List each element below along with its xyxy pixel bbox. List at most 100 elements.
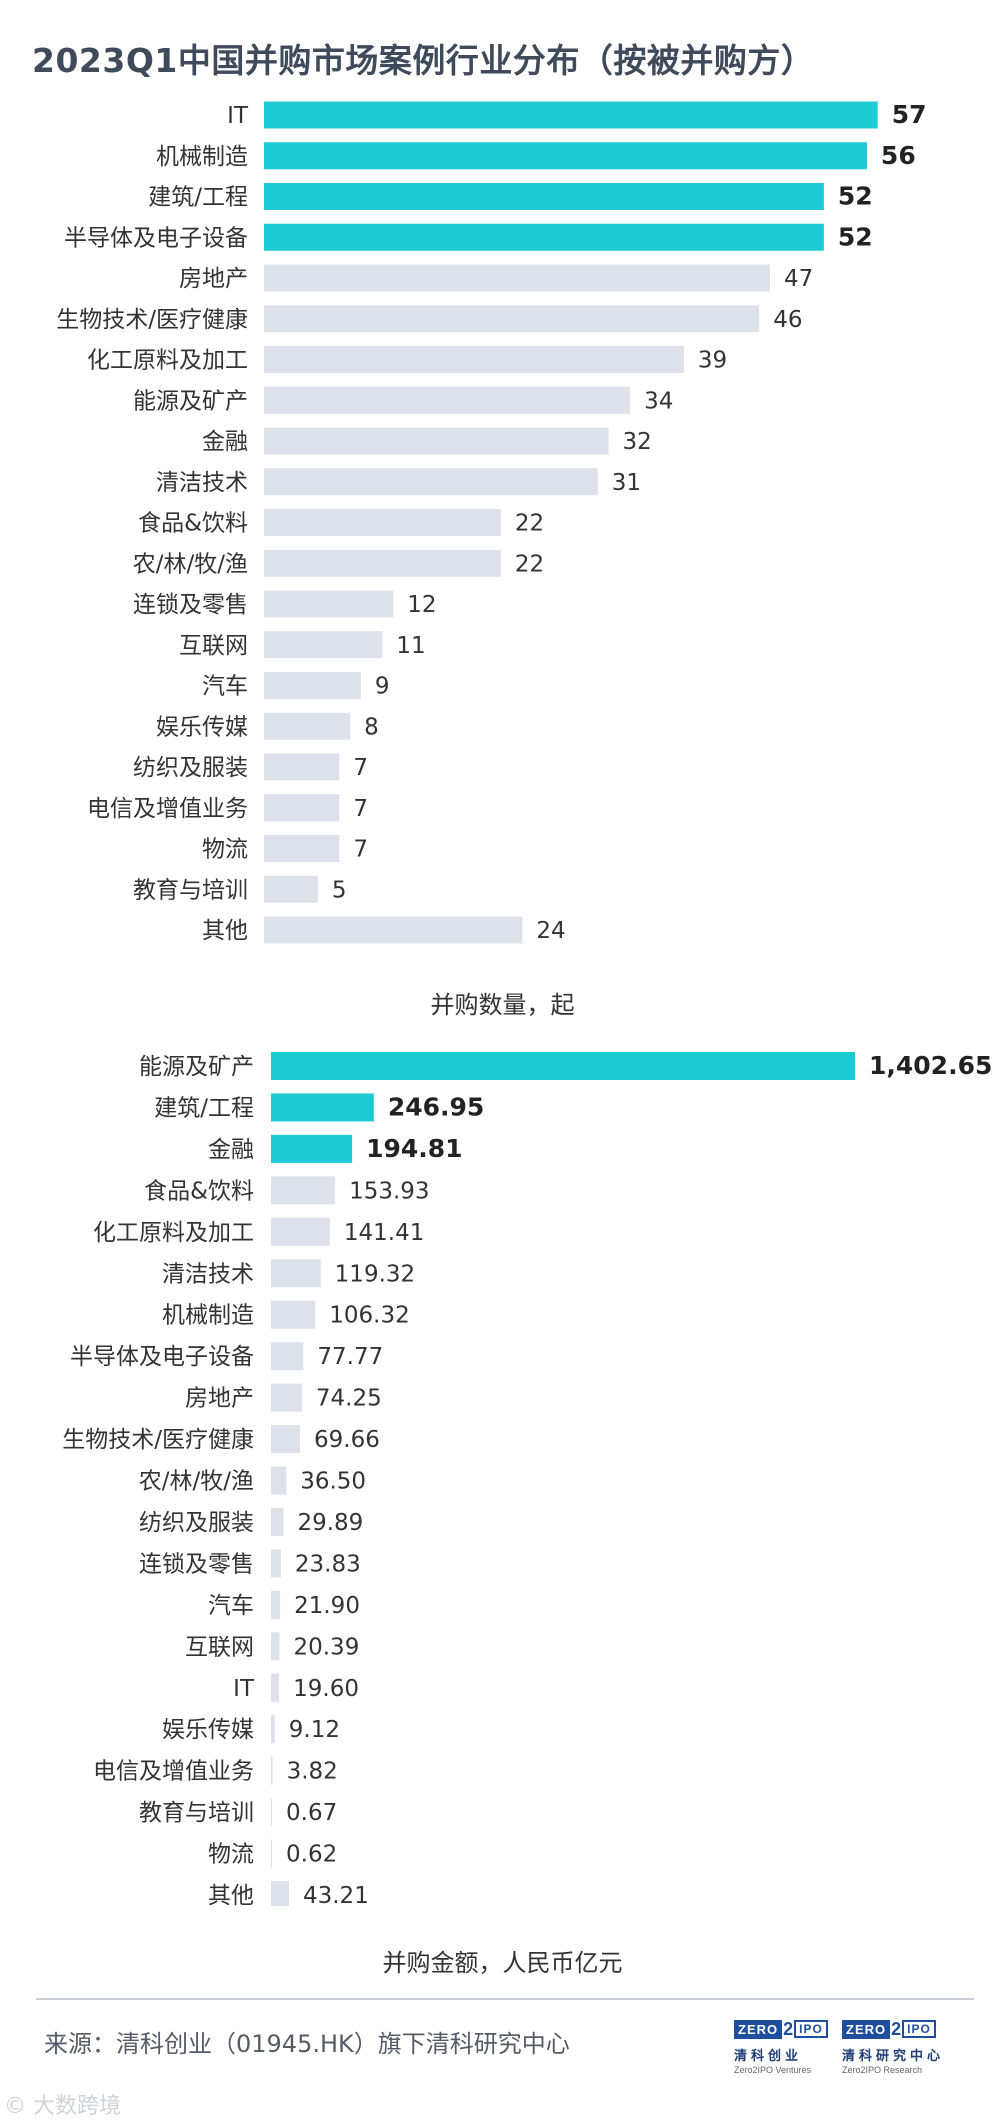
category-label: IT: [227, 103, 249, 129]
bar: [264, 549, 501, 577]
category-label: 农/林/牧/渔: [139, 1469, 254, 1495]
value-label: 47: [784, 266, 813, 292]
category-label: 娱乐传媒: [156, 714, 248, 740]
bar: [271, 1756, 273, 1785]
category-label: 物流: [208, 1842, 254, 1868]
category-label: 汽车: [208, 1593, 254, 1619]
value-label: 9: [375, 674, 390, 700]
value-label: 8: [364, 714, 379, 740]
category-label: 清洁技术: [162, 1261, 254, 1287]
bar: [271, 1715, 275, 1744]
bar: [264, 183, 824, 210]
value-label: 29.89: [297, 1510, 363, 1536]
category-label: 生物技术/医疗健康: [62, 1427, 254, 1453]
bar: [264, 223, 824, 251]
value-label: 194.81: [366, 1134, 462, 1163]
bar: [271, 1839, 272, 1868]
value-label: 31: [612, 470, 641, 496]
value-label: 20.39: [293, 1634, 359, 1660]
deal-amount-svg: 能源及矿产 1,402.65 建筑/工程 246.95 金融 194.81 食品&饮料 153…: [62, 1051, 992, 1906]
bar: [264, 305, 760, 333]
zero2ipo-research-logo: ZERO 2 IPO 清科研究中心 Zero2IPO Research: [842, 2018, 945, 2075]
bar: [271, 1134, 353, 1163]
value-label: 119.32: [335, 1261, 415, 1287]
category-label: 连锁及零售: [139, 1551, 254, 1577]
value-label: 24: [536, 918, 565, 944]
value-label: 5: [332, 877, 347, 903]
value-label: 11: [396, 633, 425, 659]
bar: [271, 1300, 316, 1329]
bar: [264, 346, 684, 373]
bar: [271, 1549, 281, 1578]
value-label: 52: [838, 182, 873, 211]
value-label: 7: [353, 796, 368, 822]
category-label: 食品&饮料: [144, 1178, 254, 1204]
bar: [271, 1881, 289, 1906]
category-label: 清洁技术: [156, 470, 248, 496]
bar: [264, 875, 318, 903]
category-label: 娱乐传媒: [162, 1717, 254, 1743]
value-label: 7: [353, 837, 368, 863]
category-label: 电信及增值业务: [93, 1759, 254, 1785]
bar: [271, 1798, 272, 1827]
value-label: 32: [623, 429, 652, 455]
category-label: 连锁及零售: [133, 592, 248, 618]
category-label: 房地产: [179, 266, 248, 292]
value-label: 74.25: [316, 1386, 382, 1412]
bar: [264, 142, 867, 170]
value-label: 0.62: [286, 1842, 337, 1868]
category-label: 电信及增值业务: [87, 796, 248, 822]
category-label: 机械制造: [156, 144, 248, 170]
bar: [271, 1507, 284, 1536]
value-label: 36.50: [300, 1469, 366, 1495]
value-label: 52: [838, 222, 873, 251]
category-label: 半导体及电子设备: [70, 1344, 254, 1370]
category-label: 纺织及服装: [133, 755, 248, 781]
value-label: 22: [515, 511, 544, 537]
category-label: 汽车: [202, 674, 248, 700]
value-label: 77.77: [317, 1344, 383, 1370]
bar: [271, 1425, 301, 1454]
bar: [271, 1052, 855, 1080]
category-label: 教育与培训: [133, 877, 248, 903]
category-label: 能源及矿产: [139, 1054, 254, 1080]
category-label: IT: [233, 1676, 255, 1702]
category-label: 互联网: [185, 1634, 254, 1660]
deal-count-chart: IT 57 机械制造 56 建筑/工程 52 半导体及电子设备 52 房地产 47 生物技术/医疗健…: [0, 96, 1005, 958]
value-label: 153.93: [349, 1178, 429, 1204]
deal-amount-chart: 能源及矿产 1,402.65 建筑/工程 246.95 金融 194.81 食品&饮料 153…: [0, 1044, 1005, 1906]
category-label: 其他: [202, 918, 248, 944]
bar: [271, 1217, 330, 1246]
bar: [271, 1466, 287, 1495]
value-label: 12: [407, 592, 436, 618]
category-label: 农/林/牧/渔: [133, 551, 248, 577]
bar: [271, 1259, 321, 1288]
category-label: 教育与培训: [139, 1800, 254, 1826]
bar: [264, 916, 523, 944]
zero2ipo-ventures-logo: ZERO 2 IPO 清科创业 Zero2IPO Ventures: [734, 2017, 828, 2075]
bar: [264, 753, 340, 781]
bar: [264, 468, 598, 496]
bar: [264, 794, 340, 822]
value-label: 7: [353, 755, 368, 781]
category-label: 化工原料及加工: [93, 1220, 254, 1246]
category-label: 纺织及服装: [139, 1510, 254, 1536]
watermark: © 大数跨境: [4, 2094, 121, 2119]
bar: [264, 631, 383, 659]
value-label: 23.83: [295, 1551, 361, 1577]
value-label: 43.21: [303, 1883, 369, 1906]
value-label: 19.60: [293, 1676, 359, 1702]
bar: [271, 1383, 302, 1412]
category-label: 能源及矿产: [133, 388, 248, 414]
category-label: 生物技术/医疗健康: [56, 307, 248, 333]
deal-amount-xlabel: 并购金额，人民币亿元: [382, 1949, 623, 1977]
value-label: 34: [644, 388, 673, 414]
value-label: 3.82: [287, 1759, 338, 1785]
category-label: 其他: [208, 1883, 254, 1906]
bar: [271, 1093, 374, 1122]
footer-divider: [36, 1998, 974, 2000]
bar: [271, 1590, 281, 1619]
bar: [264, 590, 394, 618]
bar: [264, 386, 631, 414]
